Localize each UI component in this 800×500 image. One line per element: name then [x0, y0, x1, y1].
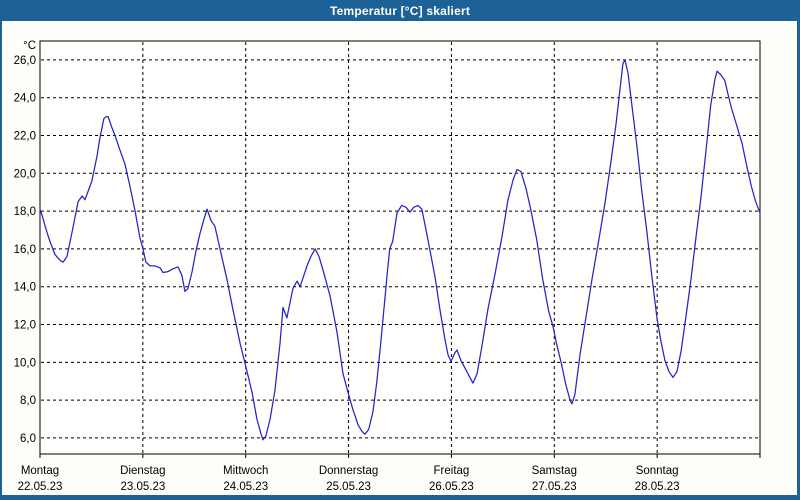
x-day-date-label: 26.05.23 [429, 481, 474, 493]
x-day-date-label: 28.05.23 [635, 481, 680, 493]
plot-border [39, 40, 761, 455]
y-tick-label: 24,0 [14, 93, 36, 105]
window-titlebar[interactable]: Temperatur [°C] skaliert [0, 0, 800, 21]
x-day-date-label: 25.05.23 [326, 481, 371, 493]
x-day-date-label: 27.05.23 [532, 481, 577, 493]
y-axis-unit-label: °C [23, 40, 36, 52]
y-tick-label: 16,0 [14, 244, 36, 256]
y-tick-label: 14,0 [14, 282, 36, 294]
x-day-name-label: Montag [21, 465, 59, 477]
y-tick-label: 6,0 [20, 433, 36, 445]
x-day-name-label: Sonntag [636, 465, 679, 477]
y-tick-label: 26,0 [14, 55, 36, 67]
x-day-name-label: Freitag [434, 465, 470, 477]
y-tick-label: 8,0 [20, 395, 36, 407]
x-day-name-label: Mittwoch [223, 465, 268, 477]
y-tick-label: 20,0 [14, 168, 36, 180]
x-day-date-label: 22.05.23 [18, 481, 63, 493]
y-tick-label: 18,0 [14, 206, 36, 218]
x-day-name-label: Donnerstag [319, 465, 378, 477]
x-day-name-label: Samstag [532, 465, 577, 477]
window-title: Temperatur [°C] skaliert [329, 3, 471, 18]
y-tick-label: 22,0 [14, 131, 36, 143]
x-day-date-label: 24.05.23 [223, 481, 268, 493]
temperature-series-line [39, 59, 761, 441]
x-day-name-label: Dienstag [120, 465, 165, 477]
y-tick-label: 12,0 [14, 320, 36, 332]
y-tick-label: 10,0 [14, 357, 36, 369]
x-day-date-label: 23.05.23 [120, 481, 165, 493]
